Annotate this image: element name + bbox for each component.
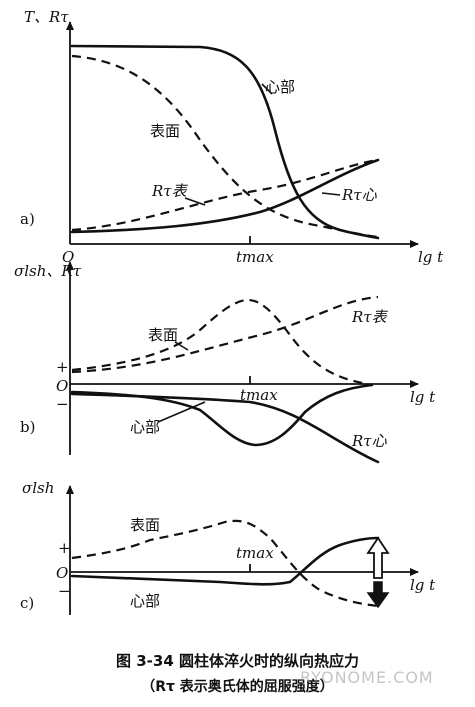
panel-b-rt-core-label: Rτ心	[351, 432, 388, 450]
panel-b-plus: +	[56, 358, 69, 376]
panel-b-tmax-label: tmax	[240, 386, 278, 404]
watermark: RYONOME.COM	[300, 668, 434, 687]
panel-c-plus: +	[58, 539, 71, 557]
panel-c-tmax-label: tmax	[236, 544, 274, 562]
figure-caption-title: 图 3-34 圆柱体淬火时的纵向热应力	[116, 652, 359, 670]
panel-b-core-label: 心部	[130, 418, 160, 436]
figure-caption-note: （Rτ 表示奥氏体的屈服强度）	[141, 679, 334, 695]
panel-a-tmax-label: tmax	[236, 248, 274, 266]
panel-b-minus: −	[56, 395, 69, 413]
panel-a-rt-surface-curve	[71, 158, 379, 232]
panel-a-y-label: T、Rτ	[24, 8, 69, 26]
panel-b-surface-label: 表面	[148, 326, 178, 344]
panel-a: T、Rτ O a) tmax lg t 心部 表面 Rτ表 Rτ心	[20, 8, 444, 266]
panel-c-origin: O	[56, 564, 68, 582]
panel-b: σlsh、Rτ + O − b) tmax lg t 表面 心部 Rτ表 Rτ心	[14, 261, 436, 464]
panel-b-rt-surface-curve	[71, 295, 379, 374]
panel-b-core-stress-curve	[70, 383, 374, 447]
panel-c-compression-arrow-icon	[366, 581, 390, 609]
panel-c-tension-arrow-icon	[366, 536, 390, 579]
panel-c-core-stress-curve	[70, 536, 380, 586]
panel-c-core-label: 心部	[130, 592, 160, 610]
panel-a-core-label: 心部	[265, 78, 295, 96]
panel-a-rt-surface-leader	[184, 197, 206, 206]
panel-c-minus: −	[58, 582, 71, 600]
panel-a-rt-core-label: Rτ心	[341, 186, 378, 204]
panel-a-rt-core-leader	[321, 192, 341, 196]
panel-b-x-label: lg t	[410, 388, 436, 406]
panel-a-x-label: lg t	[418, 248, 444, 266]
panel-b-rt-surface-label: Rτ表	[351, 308, 389, 326]
panel-a-label: a)	[20, 210, 35, 228]
panel-b-label: b)	[20, 418, 35, 436]
panel-a-core-leader	[261, 83, 273, 95]
panel-c-x-label: lg t	[410, 576, 436, 594]
panel-a-surface-label: 表面	[150, 122, 180, 140]
panel-c-y-label: σlsh	[22, 479, 54, 497]
panel-c-label: c)	[20, 594, 34, 612]
panel-b-origin: O	[56, 377, 68, 395]
panel-b-core-leader	[157, 401, 206, 423]
panel-a-core-temperature-curve	[70, 44, 380, 240]
panel-c-surface-label: 表面	[130, 516, 160, 534]
panel-b-y-label: σlsh、Rτ	[14, 262, 82, 280]
panel-a-rt-core-curve	[70, 158, 380, 234]
panel-b-surface-leader	[174, 341, 189, 351]
panel-b-surface-stress-curve	[71, 298, 369, 386]
panel-a-surface-temperature-curve	[71, 54, 379, 239]
panel-b-rt-core-curve	[70, 392, 380, 464]
panel-c-surface-stress-curve	[71, 519, 379, 608]
panel-c: σlsh + O − c) tmax lg t 表面 心部	[20, 479, 436, 615]
panel-a-rt-surface-label: Rτ表	[151, 182, 189, 200]
